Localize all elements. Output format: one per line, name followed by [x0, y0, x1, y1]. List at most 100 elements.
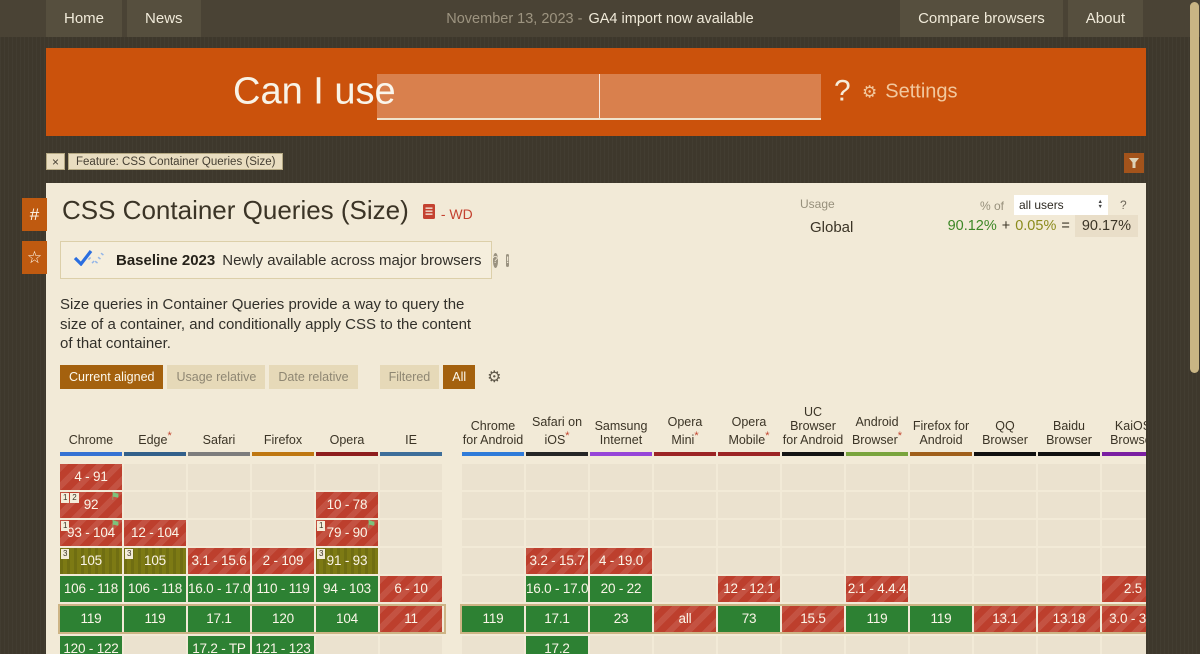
search-input[interactable] — [377, 74, 600, 118]
support-cell[interactable]: 105 3 — [124, 548, 186, 574]
view-mode-current-aligned[interactable]: Current aligned — [60, 365, 164, 389]
support-cell[interactable]: 94 - 103 — [316, 576, 378, 602]
usage-region-label: Global — [810, 219, 854, 236]
browser-color-bar — [60, 452, 122, 456]
nav-about-button[interactable]: About — [1067, 0, 1143, 37]
page-title: CSS Container Queries (Size) — [62, 195, 409, 225]
browser-color-bar — [1038, 452, 1100, 456]
support-cell[interactable]: 106 - 118 — [60, 576, 122, 602]
note-badge: 3 — [61, 549, 70, 559]
support-cell[interactable]: 17.2 - TP — [188, 636, 250, 654]
support-cell[interactable]: 20 - 22 — [590, 576, 652, 602]
support-cell[interactable]: 10 - 78 — [316, 492, 378, 518]
support-cell[interactable]: 119 — [462, 606, 524, 632]
support-cell-empty — [974, 548, 1036, 574]
version-row — [462, 464, 1146, 490]
search-input-secondary[interactable] — [599, 74, 821, 118]
support-cell[interactable]: 3.1 - 15.6 — [188, 548, 250, 574]
browser-color-bar — [1102, 452, 1146, 456]
support-cell[interactable]: 17.2 — [526, 636, 588, 654]
support-cell[interactable]: 6 - 10 — [380, 576, 442, 602]
support-cell[interactable]: 15.5 — [782, 606, 844, 632]
table-settings-gear-icon[interactable]: ⚙ — [487, 369, 502, 386]
support-cell[interactable]: 120 - 122 — [60, 636, 122, 654]
nav-right-group: Compare browsers About — [895, 0, 1143, 37]
header-banner: Can I use ? ⚙ Settings — [46, 48, 1146, 136]
support-cell[interactable]: 104 — [316, 606, 378, 632]
support-cell[interactable]: all — [654, 606, 716, 632]
support-cell[interactable]: 16.0 - 17.0 — [526, 576, 589, 602]
filter-filtered-button[interactable]: Filtered — [379, 365, 440, 389]
filter-button[interactable] — [1124, 153, 1144, 173]
support-cell[interactable]: 106 - 118 — [124, 576, 186, 602]
filter-all-button[interactable]: All — [443, 365, 476, 389]
usage-equals: = — [1061, 218, 1070, 234]
support-cell-empty — [316, 636, 378, 654]
support-cell[interactable]: 121 - 123 — [252, 636, 314, 654]
nav-home-button[interactable]: Home — [46, 0, 123, 37]
support-cell[interactable]: 3.2 - 15.7 — [526, 548, 588, 574]
support-cell[interactable]: 3.0 - 3.1 — [1102, 606, 1146, 632]
browser-color-bar — [188, 452, 250, 456]
spec-status-badge[interactable]: - WD — [440, 206, 473, 222]
usage-help-icon[interactable]: ? — [1120, 198, 1127, 212]
page-scrollbar-thumb[interactable] — [1190, 2, 1199, 373]
support-cell[interactable]: 119 — [846, 606, 908, 632]
support-cell[interactable]: 2 - 109 — [252, 548, 314, 574]
baseline-help-icon[interactable]: ? — [492, 252, 499, 268]
support-cell-empty — [782, 492, 844, 518]
spec-document-icon[interactable] — [422, 204, 435, 226]
settings-button[interactable]: ⚙ Settings — [862, 81, 958, 104]
nav-compare-browsers-button[interactable]: Compare browsers — [900, 0, 1063, 37]
support-cell[interactable]: 79 - 90 1 ⚑ — [316, 519, 378, 546]
support-cell[interactable]: 4 - 19.0 — [590, 548, 652, 574]
support-cell[interactable]: 2.5 — [1102, 576, 1146, 602]
support-cell-empty — [782, 520, 844, 546]
browser-column-header: Firefox for Android — [912, 419, 970, 447]
support-cell[interactable]: 12 - 104 — [124, 520, 186, 546]
browser-column-header: Android Browser* — [851, 414, 903, 447]
usage-source-select[interactable]: all users ▲ ▼ — [1014, 195, 1108, 215]
support-cell[interactable]: 120 — [252, 606, 314, 632]
support-cell[interactable]: 93 - 104 1 ⚑ — [60, 519, 122, 546]
support-cell-empty — [188, 492, 250, 518]
feature-tag-close-button[interactable]: × — [46, 153, 66, 170]
support-cell[interactable]: 4 - 91 — [60, 464, 122, 490]
support-cell[interactable]: 73 — [718, 606, 780, 632]
version-label: 4 - 19.0 — [598, 553, 644, 568]
browser-color-bar — [124, 452, 186, 456]
support-cell[interactable]: 119 — [124, 606, 186, 632]
support-cell[interactable]: 16.0 - 17.0 — [188, 576, 251, 602]
view-mode-usage-relative[interactable]: Usage relative — [167, 365, 266, 389]
support-cell-empty — [782, 548, 844, 574]
site-logo[interactable]: Can I use — [233, 70, 396, 113]
support-cell[interactable]: 119 — [60, 606, 122, 632]
support-cell[interactable]: 110 - 119 — [252, 576, 314, 602]
asterisk-note-icon: * — [694, 429, 699, 442]
support-cell[interactable]: 119 — [910, 606, 972, 632]
support-cell[interactable]: 2.1 - 4.4.4 — [846, 576, 908, 602]
support-cell[interactable]: 11 — [380, 606, 442, 632]
support-cell-empty — [910, 520, 972, 546]
support-cell[interactable]: 23 — [590, 606, 652, 632]
version-label: 119 — [144, 611, 166, 626]
support-cell[interactable]: 17.1 — [188, 606, 250, 632]
support-cell[interactable]: 105 3 — [60, 548, 122, 574]
support-cell[interactable]: 92 1 2 ⚑ — [60, 491, 122, 518]
note-badges: 1 — [60, 520, 70, 531]
permalink-hash-button[interactable]: # — [22, 198, 47, 231]
note-badge: 3 — [125, 549, 134, 559]
support-cell[interactable]: 13.18 — [1038, 606, 1100, 632]
support-cell-empty — [590, 464, 652, 490]
baseline-feedback-icon[interactable]: ! — [506, 253, 510, 267]
support-cell[interactable]: 91 - 93 3 — [316, 548, 378, 574]
support-cell[interactable]: 12 - 12.1 — [718, 576, 780, 602]
view-mode-date-relative[interactable]: Date relative — [269, 365, 358, 389]
nav-news-button[interactable]: News — [127, 0, 201, 37]
support-cell[interactable]: 17.1 — [526, 606, 588, 632]
favorite-star-button[interactable]: ☆ — [22, 241, 47, 274]
feature-tag-label: Feature: CSS Container Queries (Size) — [68, 153, 284, 170]
support-cell[interactable]: 13.1 — [974, 606, 1036, 632]
version-label: 11 — [404, 611, 418, 626]
support-cell-empty — [974, 576, 1036, 602]
